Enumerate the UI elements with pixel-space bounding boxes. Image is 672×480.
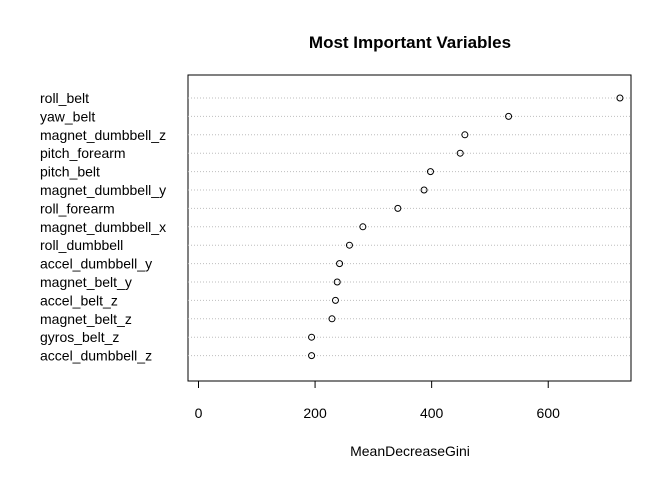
data-point [336, 260, 344, 268]
category-label: roll_dumbbell [40, 237, 123, 253]
category-label: pitch_belt [40, 164, 100, 180]
category-label: accel_dumbbell_y [40, 256, 152, 272]
x-tick-label: 600 [537, 405, 561, 421]
x-tick-label: 400 [420, 405, 444, 421]
category-labels: roll_belt yaw_belt magnet_dumbbell_z pitch_… [40, 90, 166, 364]
category-label: gyros_belt_z [40, 329, 119, 345]
x-axis-label: MeanDecreaseGini [350, 443, 470, 459]
category-label: magnet_dumbbell_y [40, 182, 166, 198]
grid-lines [188, 97, 631, 357]
data-point [308, 352, 316, 360]
data-point [328, 315, 336, 323]
x-tick-label: 0 [195, 405, 203, 421]
x-axis: 0 200 400 600 [195, 380, 561, 421]
data-point [331, 296, 339, 304]
category-label: roll_forearm [40, 200, 115, 216]
chart-title: Most Important Variables [309, 33, 511, 52]
data-points [308, 94, 624, 360]
category-label: accel_belt_z [40, 292, 118, 308]
category-label: roll_belt [40, 90, 89, 106]
category-label: yaw_belt [40, 108, 95, 124]
data-point [456, 149, 464, 157]
plot-frame [187, 74, 632, 382]
category-label: accel_dumbbell_z [40, 348, 152, 364]
x-tick-label: 200 [303, 405, 327, 421]
category-label: magnet_dumbbell_z [40, 127, 166, 143]
category-label: pitch_forearm [40, 145, 126, 161]
data-point [308, 333, 316, 341]
data-point [333, 278, 341, 286]
data-point [359, 223, 367, 231]
data-point [426, 168, 434, 176]
data-point [505, 112, 513, 120]
data-point [461, 131, 469, 139]
data-point [616, 94, 624, 102]
category-label: magnet_belt_y [40, 274, 132, 290]
category-label: magnet_belt_z [40, 311, 132, 327]
data-point [420, 186, 428, 194]
data-point [345, 241, 353, 249]
data-point [394, 204, 402, 212]
category-label: magnet_dumbbell_x [40, 219, 166, 235]
